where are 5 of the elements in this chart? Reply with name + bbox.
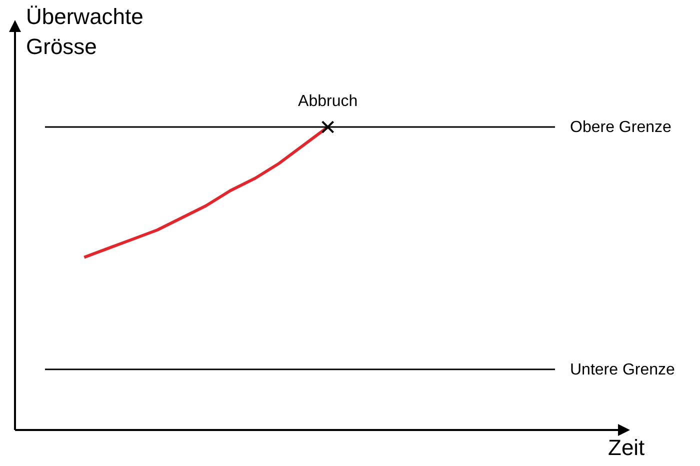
text: Zeit bbox=[608, 435, 645, 460]
ref-line-label: Untere Grenze bbox=[570, 361, 676, 378]
ref-line-label: Obere Grenze bbox=[570, 119, 672, 136]
y-axis-title: Überwachte Grösse bbox=[26, 4, 144, 59]
annotation: Abbruch bbox=[298, 93, 358, 110]
